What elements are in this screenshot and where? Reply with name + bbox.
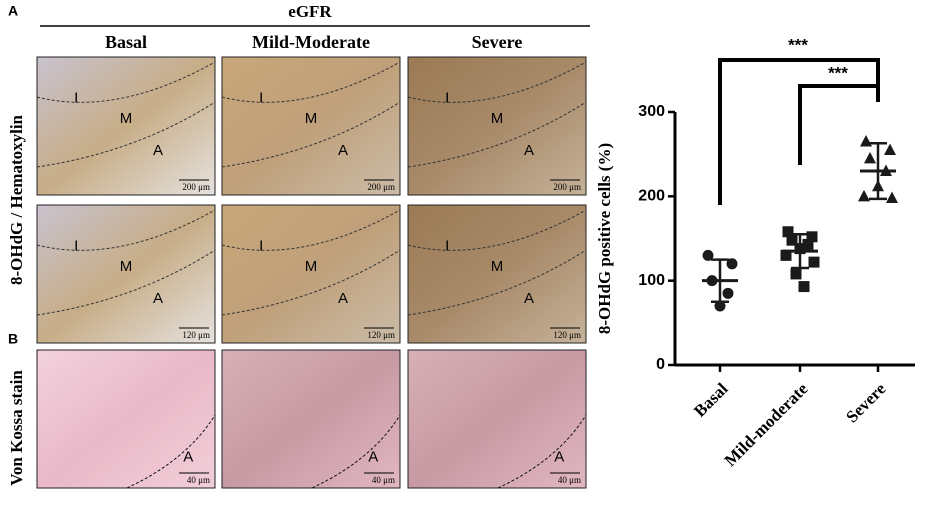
layer-label: A (524, 142, 534, 159)
data-point (864, 151, 876, 164)
row-label: 8-OHdG / Hematoxylin (7, 114, 26, 285)
layer-boundary (407, 61, 587, 103)
micrograph (407, 349, 587, 489)
layer-label: A (338, 142, 348, 159)
micrograph (407, 56, 587, 196)
scale-bar-label: 40 μm (372, 475, 395, 485)
data-point (798, 281, 810, 293)
scale-bar-label: 40 μm (187, 475, 210, 485)
layer-boundary (36, 101, 216, 168)
layer-label: M (491, 258, 504, 275)
layer-boundary (126, 414, 216, 489)
layer-boundary (407, 209, 587, 251)
layer-label: A (153, 142, 163, 159)
panel-label: B (8, 331, 18, 347)
layer-boundary (36, 249, 216, 316)
y-tick-label: 200 (638, 188, 665, 205)
layer-label: A (338, 290, 348, 307)
data-point (702, 249, 714, 261)
layer-boundary (221, 209, 401, 251)
scale-bar-label: 120 μm (182, 330, 210, 340)
data-point (780, 249, 792, 261)
layer-label: M (305, 258, 318, 275)
scale-bar-label: 200 μm (182, 182, 210, 192)
layer-label: M (120, 258, 133, 275)
layer-label: A (368, 449, 378, 466)
micrograph (221, 56, 401, 196)
layer-boundary (221, 101, 401, 168)
significance-label: *** (788, 35, 808, 54)
data-point (722, 287, 734, 299)
data-point (860, 135, 872, 147)
micrograph (36, 56, 216, 196)
data-point (782, 226, 794, 238)
group-header: eGFR (288, 2, 332, 21)
y-tick-label: 0 (656, 356, 665, 373)
micrograph (221, 349, 401, 489)
layer-boundary (36, 209, 216, 251)
data-point (726, 258, 738, 270)
layer-boundary (36, 61, 216, 103)
layer-label: M (305, 110, 318, 127)
scale-bar-label: 40 μm (558, 475, 581, 485)
y-tick-label: 100 (638, 272, 665, 289)
y-tick-label: 300 (638, 103, 665, 120)
layer-label: A (153, 290, 163, 307)
layer-label: A (554, 449, 564, 466)
data-point (714, 300, 726, 312)
layer-boundary (407, 101, 587, 168)
layer-boundary (407, 249, 587, 316)
layer-label: M (491, 110, 504, 127)
data-point (806, 231, 818, 243)
layer-boundary (497, 414, 587, 489)
scale-bar-label: 200 μm (367, 182, 395, 192)
layer-label: I (259, 89, 263, 106)
significance-bracket (798, 84, 880, 165)
significance-label: *** (828, 63, 848, 82)
scale-bar-label: 200 μm (553, 182, 581, 192)
layer-label: M (120, 110, 133, 127)
data-point (786, 234, 798, 246)
y-axis-label: 8-OHdG positive cells (%) (595, 143, 614, 334)
layer-label: I (259, 237, 263, 254)
micrograph (36, 204, 216, 344)
data-point (884, 143, 896, 155)
x-tick-label: Mild-moderate (721, 379, 812, 470)
column-header: Severe (472, 32, 523, 52)
layer-boundary (221, 61, 401, 103)
layer-boundary (311, 414, 401, 489)
row-label: Von Kossa stain (7, 370, 26, 486)
micrograph (36, 349, 216, 489)
scale-bar-label: 120 μm (553, 330, 581, 340)
layer-label: A (524, 290, 534, 307)
scale-bar-label: 120 μm (367, 330, 395, 340)
layer-label: I (445, 237, 449, 254)
x-tick-label: Severe (842, 379, 890, 427)
data-point (790, 268, 802, 280)
panel-label: A (8, 3, 18, 19)
data-point (858, 189, 870, 202)
data-point (886, 191, 898, 204)
micrograph (407, 204, 587, 344)
data-point (802, 238, 814, 250)
layer-label: I (74, 237, 78, 254)
layer-label: A (183, 449, 193, 466)
column-header: Basal (105, 32, 147, 52)
layer-boundary (221, 249, 401, 316)
x-tick-label: Basal (690, 379, 732, 421)
column-header: Mild-Moderate (252, 32, 370, 52)
significance-bracket (718, 58, 880, 205)
micrograph (221, 204, 401, 344)
data-point (808, 256, 820, 268)
layer-label: I (74, 89, 78, 106)
layer-label: I (445, 89, 449, 106)
